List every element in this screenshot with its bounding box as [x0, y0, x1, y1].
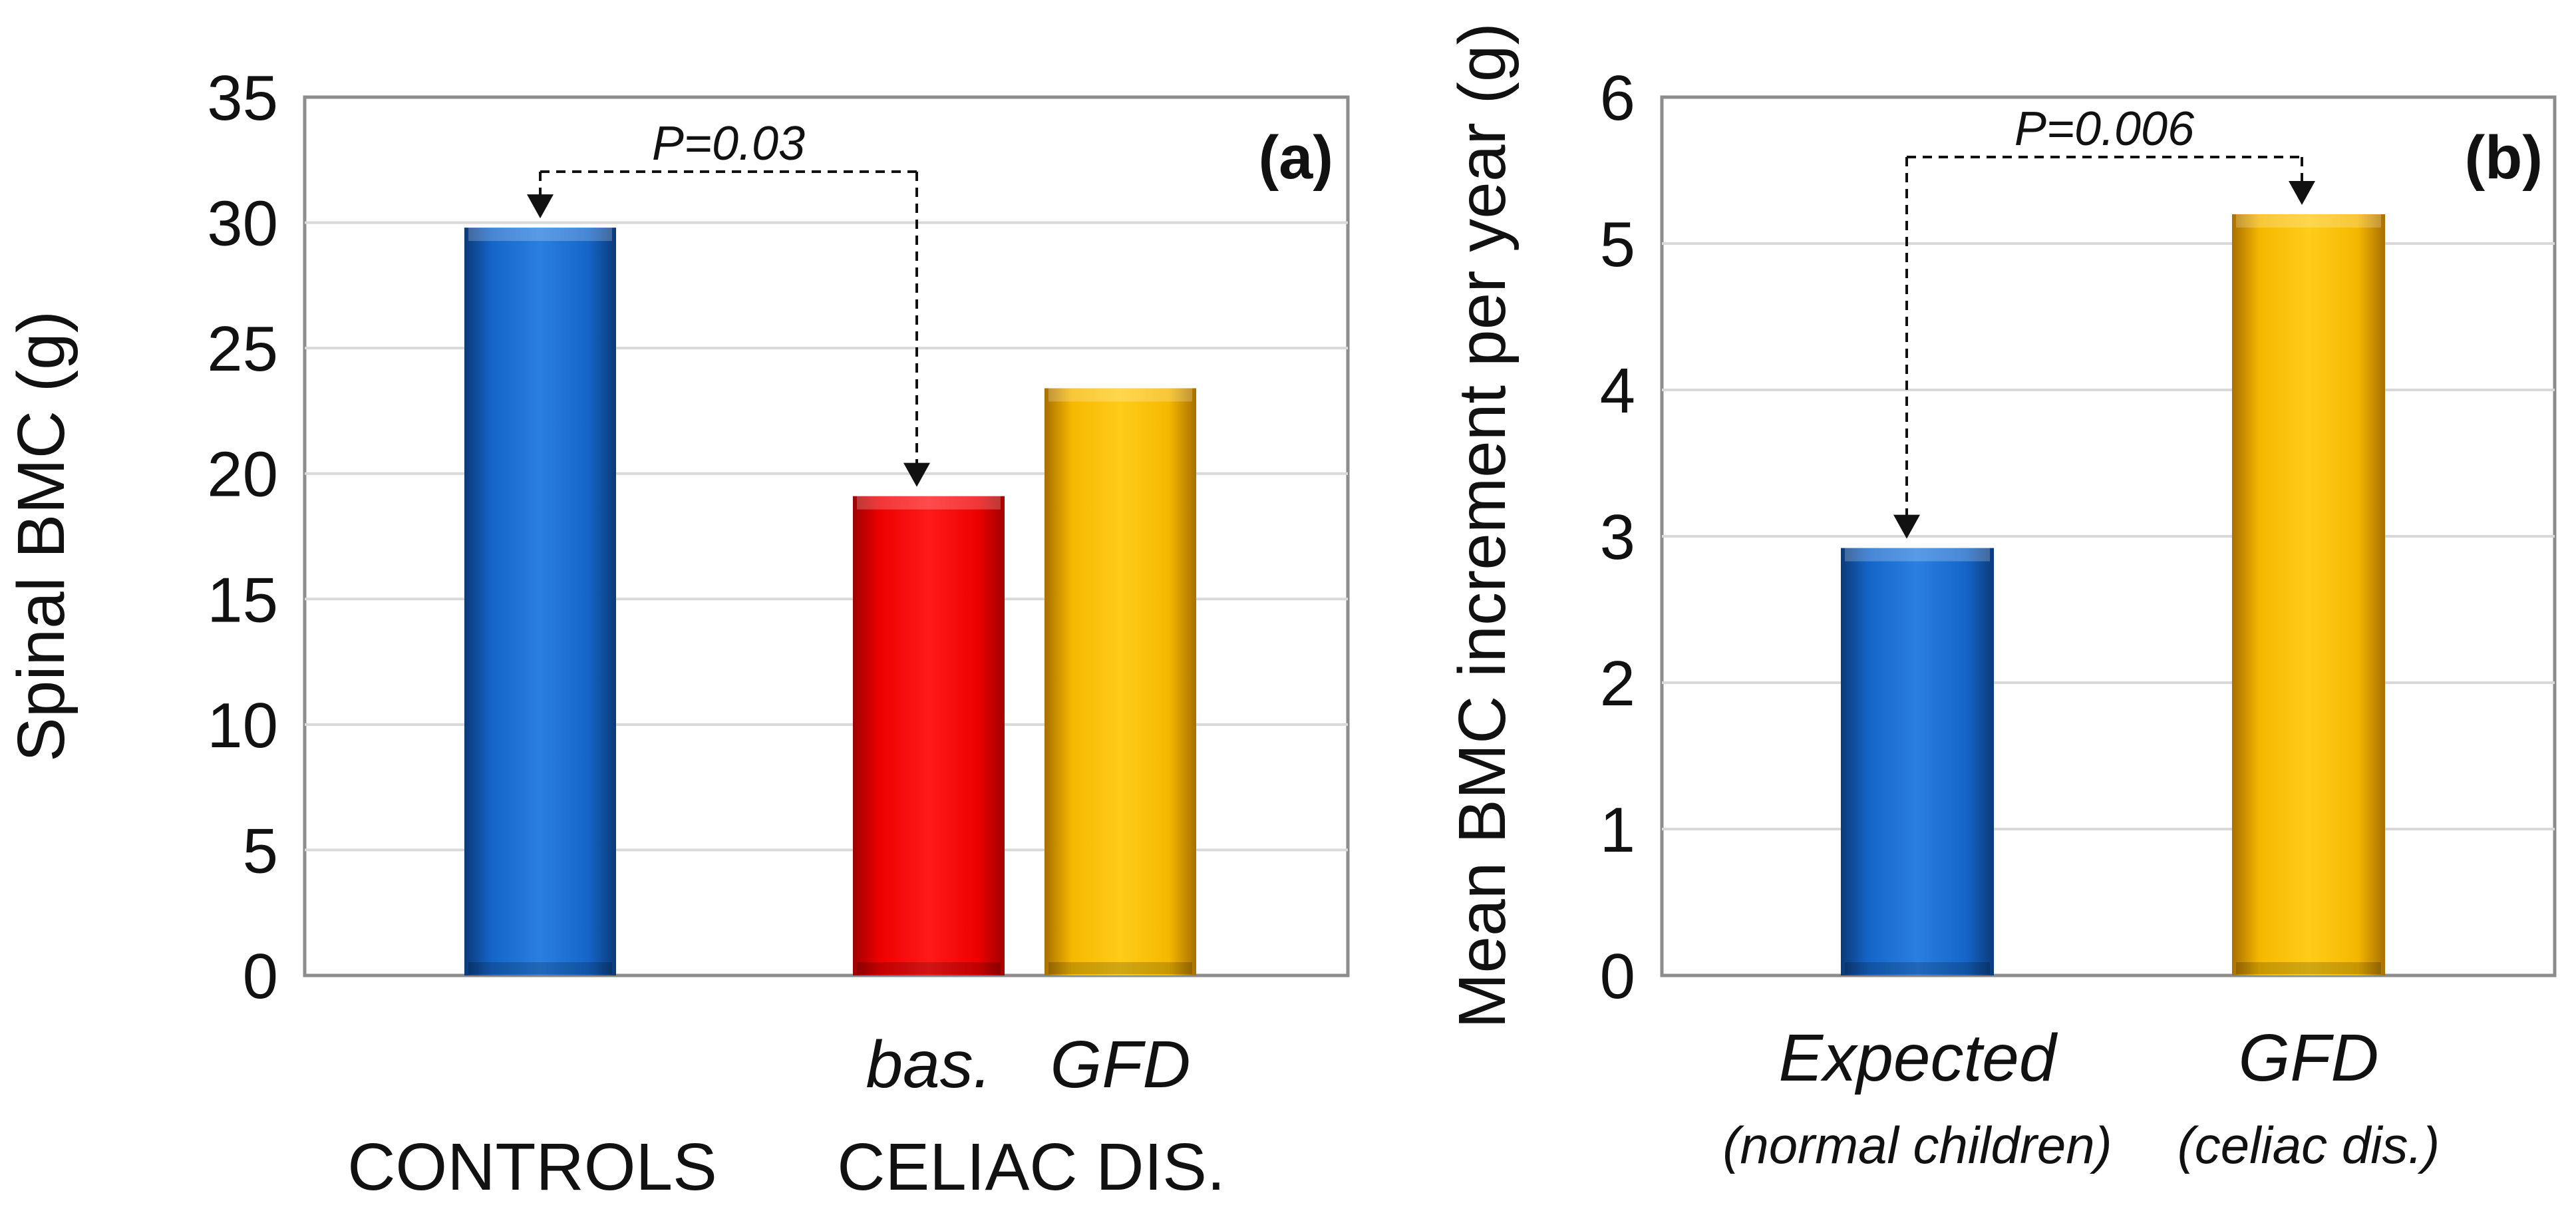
y-tick-label: 25 — [207, 313, 278, 385]
y-tick-label: 0 — [1600, 941, 1635, 1012]
bar-top-bevel — [468, 228, 612, 242]
panel-b-sublabel-celiac: (celiac dis.) — [2177, 1116, 2440, 1174]
y-tick-label: 30 — [207, 188, 278, 260]
panel-b-y-axis-title: Mean BMC increment per year (g) — [1445, 23, 1520, 1029]
y-tick-label: 3 — [1600, 502, 1635, 573]
p-value-label: P=0.006 — [2014, 102, 2195, 156]
arrowhead — [2289, 181, 2315, 205]
bar-expected — [1841, 548, 1994, 975]
bar-controls — [464, 228, 616, 976]
panel-a-category-gfd: GFD — [1050, 1027, 1190, 1102]
bar-gfd — [2232, 214, 2385, 975]
y-tick-label: 1 — [1600, 794, 1635, 866]
panel-a: 0 5 10 15 20 25 30 35 P=0.03 Spinal BMC (g) (a)… — [4, 63, 1350, 1204]
panel-b-annotation: P=0.006 — [1893, 102, 2315, 539]
panel-b-gridlines — [1662, 242, 2555, 830]
bar-bottom-bevel — [857, 962, 1001, 974]
y-tick-label: 6 — [1600, 63, 1635, 134]
y-tick-label: 35 — [207, 63, 278, 134]
bar-gfd — [1045, 388, 1196, 975]
y-tick-label: 2 — [1600, 648, 1635, 719]
bar-bottom-bevel — [468, 962, 612, 974]
panel-b-label: (b) — [2465, 124, 2543, 192]
panel-b: 0 1 2 3 4 5 6 P=0.006 Mean BMC increment per y… — [1445, 23, 2557, 1174]
y-tick-label: 4 — [1600, 355, 1635, 427]
y-tick-label: 0 — [243, 941, 278, 1012]
bar-top-bevel — [1845, 548, 1990, 562]
arrowhead — [903, 462, 930, 487]
panel-b-y-ticks: 0 1 2 3 4 5 6 — [1600, 63, 1635, 1012]
panel-a-group-controls: CONTROLS — [347, 1130, 717, 1204]
bar-bottom-bevel — [1845, 962, 1990, 974]
y-tick-label: 20 — [207, 439, 278, 510]
panel-b-category-expected: Expected — [1779, 1021, 2058, 1095]
panel-a-bars — [464, 228, 1196, 976]
bar-top-bevel — [857, 496, 1001, 510]
panel-b-bars — [1841, 214, 2385, 975]
panel-a-label: (a) — [1259, 124, 1333, 192]
panel-a-y-ticks: 0 5 10 15 20 25 30 35 — [207, 63, 278, 1012]
bar-bottom-bevel — [1048, 962, 1192, 974]
panel-a-category-bas: bas. — [866, 1027, 991, 1102]
bar-top-bevel — [2236, 214, 2381, 228]
arrowhead — [527, 194, 554, 219]
y-tick-label: 15 — [207, 564, 278, 635]
bar-bottom-bevel — [2236, 962, 2381, 974]
y-tick-label: 10 — [207, 690, 278, 761]
arrowhead — [1893, 514, 1920, 539]
y-tick-label: 5 — [243, 815, 278, 886]
panel-b-category-gfd: GFD — [2238, 1021, 2378, 1095]
panel-a-y-axis-title: Spinal BMC (g) — [4, 311, 79, 762]
panel-a-group-celiac: CELIAC DIS. — [837, 1130, 1225, 1204]
bar-bas- — [853, 496, 1005, 975]
panel-a-annotation: P=0.03 — [527, 117, 930, 487]
p-value-label: P=0.03 — [652, 117, 805, 170]
bar-top-bevel — [1048, 388, 1192, 402]
panel-b-sublabel-normal-children: (normal children) — [1722, 1116, 2112, 1174]
y-tick-label: 5 — [1600, 209, 1635, 280]
